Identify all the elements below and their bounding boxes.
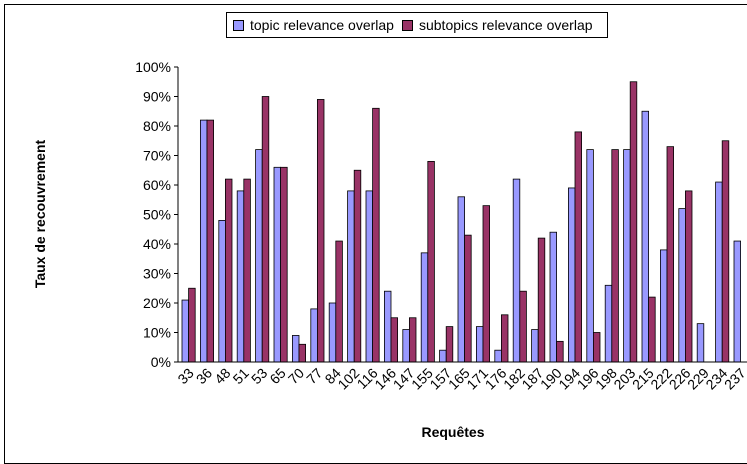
bar-topic-84: [328, 302, 337, 363]
bar-topic-155: [420, 252, 429, 363]
bar-topic-222: [660, 249, 668, 363]
legend-swatch-subtopics: [401, 19, 413, 31]
y-tick-label: 30%: [143, 266, 171, 282]
bar-subtopics-190: [556, 340, 564, 363]
bar-topic-48: [218, 219, 226, 363]
bar-topic-102: [347, 190, 355, 363]
y-tick-label: 40%: [143, 236, 171, 252]
bar-subtopics-171: [482, 205, 490, 363]
bar-chart: 0% 10% 20% 30% 40% 50% 60% 70% 80% 90% 100% 333648…: [32, 59, 747, 440]
bar-topic-203: [623, 149, 631, 363]
x-axis-label: Requêtes: [421, 424, 484, 440]
y-tick-label: 90%: [143, 89, 171, 105]
bar-subtopics-146: [390, 317, 398, 363]
bar-subtopics-53: [261, 96, 270, 363]
bar-topic-187: [531, 329, 539, 363]
bar-topic-196: [586, 149, 594, 363]
bar-subtopics-187: [537, 237, 546, 363]
bar-topic-171: [475, 326, 484, 363]
bar-subtopics-226: [685, 190, 693, 363]
bars: [181, 81, 741, 363]
bar-subtopics-147: [408, 317, 417, 363]
bar-subtopics-215: [648, 296, 656, 363]
bar-topic-116: [365, 190, 373, 363]
legend-label-subtopics: subtopics relevance overlap: [418, 17, 593, 33]
bar-subtopics-36: [206, 119, 214, 363]
bar-topic-70: [291, 335, 300, 363]
bar-subtopics-157: [445, 326, 454, 363]
bar-topic-194: [568, 187, 576, 363]
bar-topic-198: [604, 284, 613, 363]
bar-topic-176: [494, 349, 502, 363]
bar-subtopics-182: [519, 290, 527, 363]
bar-subtopics-176: [500, 314, 509, 363]
y-tick-label: 80%: [143, 118, 171, 134]
y-tick-label: 60%: [143, 177, 171, 193]
bar-topic-77: [310, 308, 318, 363]
bar-topic-226: [678, 208, 686, 363]
x-tick-label-237: 237: [721, 365, 747, 393]
bar-topic-51: [236, 190, 245, 363]
bar-topic-190: [549, 231, 557, 363]
bar-subtopics-33: [188, 287, 196, 363]
bar-subtopics-84: [335, 240, 343, 363]
x-axis-ticks: 3336485153657077841021161461471551571651…: [174, 365, 747, 393]
bar-subtopics-116: [372, 107, 380, 363]
bar-topic-146: [383, 290, 392, 363]
y-tick-label: 50%: [143, 207, 171, 223]
bar-subtopics-48: [224, 178, 233, 363]
bar-topic-65: [273, 166, 281, 363]
bar-topic-147: [402, 329, 410, 363]
y-tick-label: 10%: [143, 325, 171, 341]
bar-subtopics-51: [243, 178, 251, 363]
bar-topic-157: [439, 349, 447, 363]
bar-topic-234: [715, 181, 723, 363]
bar-topic-229: [696, 323, 705, 363]
bar-subtopics-70: [298, 343, 306, 363]
bar-subtopics-222: [666, 146, 674, 363]
bar-topic-33: [181, 299, 189, 363]
y-tick-label: 20%: [143, 295, 171, 311]
y-tick-label: 0%: [151, 354, 171, 370]
y-axis-ticks: 0% 10% 20% 30% 40% 50% 60% 70% 80% 90% 100%: [135, 59, 178, 370]
bar-subtopics-234: [721, 140, 730, 363]
legend: topic relevance overlap subtopics releva…: [226, 12, 608, 38]
bar-subtopics-198: [611, 149, 619, 363]
bar-subtopics-203: [629, 81, 638, 363]
bar-topic-165: [457, 196, 465, 363]
bar-topic-36: [199, 119, 208, 363]
bar-topic-53: [255, 149, 263, 363]
bar-topic-182: [512, 178, 521, 363]
legend-item-subtopics: subtopics relevance overlap: [401, 17, 593, 33]
bar-subtopics-102: [353, 169, 362, 363]
legend-label-topic: topic relevance overlap: [250, 17, 394, 33]
bar-topic-215: [641, 110, 649, 363]
bar-subtopics-65: [280, 166, 288, 363]
y-tick-label: 100%: [135, 59, 171, 75]
bar-subtopics-196: [593, 332, 601, 363]
bar-subtopics-155: [427, 160, 435, 363]
bar-subtopics-77: [316, 99, 325, 363]
bar-topic-237: [733, 240, 741, 363]
legend-item-topic: topic relevance overlap: [233, 17, 394, 33]
bar-subtopics-194: [574, 131, 582, 363]
legend-swatch-topic: [233, 19, 244, 31]
bar-subtopics-165: [464, 234, 472, 363]
y-tick-label: 70%: [143, 148, 171, 164]
y-axis-label: Taux de recouvrement: [32, 139, 48, 288]
